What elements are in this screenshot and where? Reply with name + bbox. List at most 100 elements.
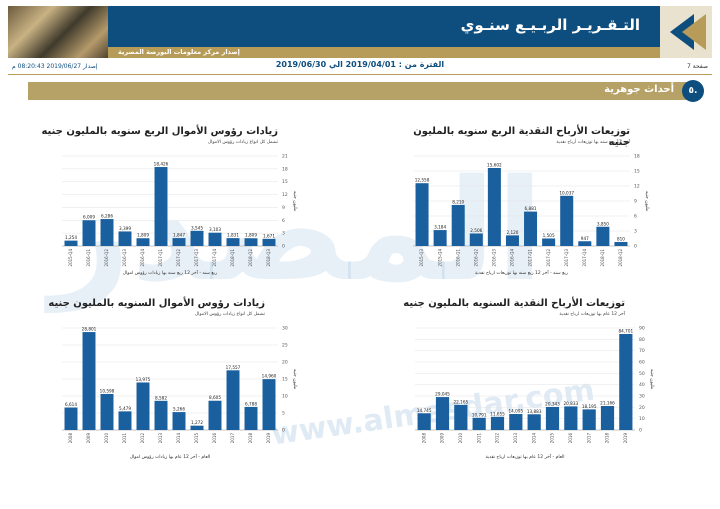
bar [136, 238, 150, 246]
chart-subtitle: تشمل كل انواع زيادات رؤوس الاموال [194, 312, 265, 317]
x-tick-label: 2014 [176, 433, 181, 444]
data-label: 8,605 [209, 395, 221, 400]
y-tick-label: 5 [282, 411, 285, 417]
data-label: 14,745 [417, 408, 432, 413]
data-label: 1,505 [543, 233, 555, 238]
y-tick-label: 0 [634, 244, 637, 250]
bar [490, 416, 505, 430]
y-tick-label: 10 [282, 394, 288, 400]
data-label: 28,801 [82, 327, 97, 332]
bar [64, 240, 78, 246]
data-label: 6,614 [65, 402, 77, 407]
bar [451, 204, 465, 246]
bar [527, 414, 541, 430]
y-tick-label: 18 [282, 166, 288, 172]
y-tick-label: 90 [639, 326, 645, 332]
x-tick-label: 2016-Q1 [86, 249, 91, 267]
data-label: 5,479 [119, 406, 131, 411]
x-tick-label: 2018-Q1 [230, 249, 235, 267]
y-tick-label: 70 [639, 348, 645, 354]
x-tick-label: 2017-Q4 [212, 249, 217, 267]
data-label: 18,426 [154, 162, 169, 167]
report-banner: إصدار مركز معلومات البورصة المصرية التـق… [8, 6, 712, 58]
x-tick-label: 2016-Q2 [104, 249, 109, 267]
chart-cash-dividends-annual: توزيعات الأرباح النقدية السنويه بالمليون… [395, 298, 654, 468]
x-tick-label: 2010 [458, 433, 463, 444]
x-tick-label: 2013 [158, 433, 163, 444]
y-tick-label: 12 [282, 192, 288, 198]
data-label: 1,272 [191, 420, 203, 425]
data-label: 14,960 [262, 374, 277, 379]
bar [600, 406, 615, 430]
y-tick-label: 15 [634, 169, 640, 175]
x-tick-label: 2018 [248, 433, 253, 444]
bar [154, 400, 168, 430]
x-tick-label: 2009 [440, 433, 445, 444]
x-tick-label: 2017-Q1 [528, 249, 533, 267]
x-tick-label: 2016-Q1 [455, 249, 460, 267]
y-tick-label: 3 [282, 231, 285, 237]
bar [560, 195, 574, 246]
data-label: 13,883 [527, 409, 542, 414]
y-tick-label: 6 [282, 218, 285, 224]
x-tick-label: 2011 [122, 433, 127, 444]
report-period: الفترة من : 2019/04/01 الي 2019/06/30 [275, 60, 445, 69]
x-tick-label: 2011 [476, 433, 481, 444]
data-label: 84,701 [619, 329, 634, 334]
data-label: 1,671 [263, 233, 275, 238]
x-tick-label: 2016 [212, 433, 217, 444]
bar [154, 167, 168, 246]
data-label: 17,557 [226, 365, 241, 370]
x-tick-label: 2010 [104, 433, 109, 444]
data-label: 3,399 [119, 226, 131, 231]
y-tick-label: 50 [639, 371, 645, 377]
x-tick-label: 2017-Q2 [546, 249, 551, 267]
data-label: 14,095 [509, 409, 524, 414]
bar [469, 233, 483, 246]
y-tick-label: 60 [639, 360, 645, 366]
x-tick-label: 2015 [194, 433, 199, 444]
data-label: 947 [581, 236, 589, 241]
chart-svg: 0 3 6 9 12 15 18 21 مليون جنيه 1,254 2015-Q4 6,009 2… [62, 154, 297, 276]
issue-date: إصدار 2019/06/27 08:20:43 م [12, 63, 98, 70]
y-axis-title: مليون جنيه [644, 191, 649, 212]
x-tick-label: 2017 [586, 433, 591, 444]
data-label: 6,286 [101, 214, 113, 219]
bar [208, 232, 222, 246]
x-tick-label: 2008 [68, 433, 73, 444]
banner-gold-strip [108, 47, 668, 58]
y-tick-label: 80 [639, 337, 645, 343]
header-divider [8, 74, 712, 75]
x-axis-title: ربع سنه - آخر 12 ربع سنه بها زيادات رؤوس… [123, 270, 217, 276]
data-label: 1,831 [227, 233, 239, 238]
x-tick-label: 2015-Q4 [68, 249, 73, 267]
x-tick-label: 2012 [495, 433, 500, 444]
bar [472, 417, 486, 430]
y-tick-label: 6 [634, 214, 637, 220]
section-number: ٥. [682, 80, 704, 102]
bar [172, 238, 186, 246]
section-title: أحداث جوهرية [604, 84, 674, 95]
x-tick-label: 2016-Q3 [492, 249, 497, 267]
info-bar: إصدار 2019/06/27 08:20:43 م الفترة من : … [8, 60, 712, 72]
y-tick-label: 21 [282, 154, 288, 160]
chart-title: زيادات رؤوس الأموال الربع سنويه بالمليون… [41, 126, 278, 137]
bar [542, 238, 556, 246]
y-tick-label: 10 [639, 416, 645, 422]
bar [505, 235, 519, 246]
x-tick-label: 2017 [230, 433, 235, 444]
y-axis-title: مليون جنيه [649, 369, 654, 390]
bar [226, 238, 240, 246]
bar [545, 406, 560, 430]
data-label: 2,120 [506, 230, 518, 235]
y-tick-label: 30 [282, 326, 288, 332]
data-label: 22,165 [454, 399, 469, 404]
bar [100, 393, 114, 430]
bar [524, 211, 538, 246]
data-label: 5,266 [173, 407, 185, 412]
x-tick-label: 2013 [513, 433, 518, 444]
y-tick-label: 20 [639, 405, 645, 411]
x-tick-label: 2012 [140, 433, 145, 444]
chart-title: توزيعات الأرباح النقدية السنويه بالمليون… [403, 298, 625, 309]
x-tick-label: 2017-Q2 [176, 249, 181, 267]
